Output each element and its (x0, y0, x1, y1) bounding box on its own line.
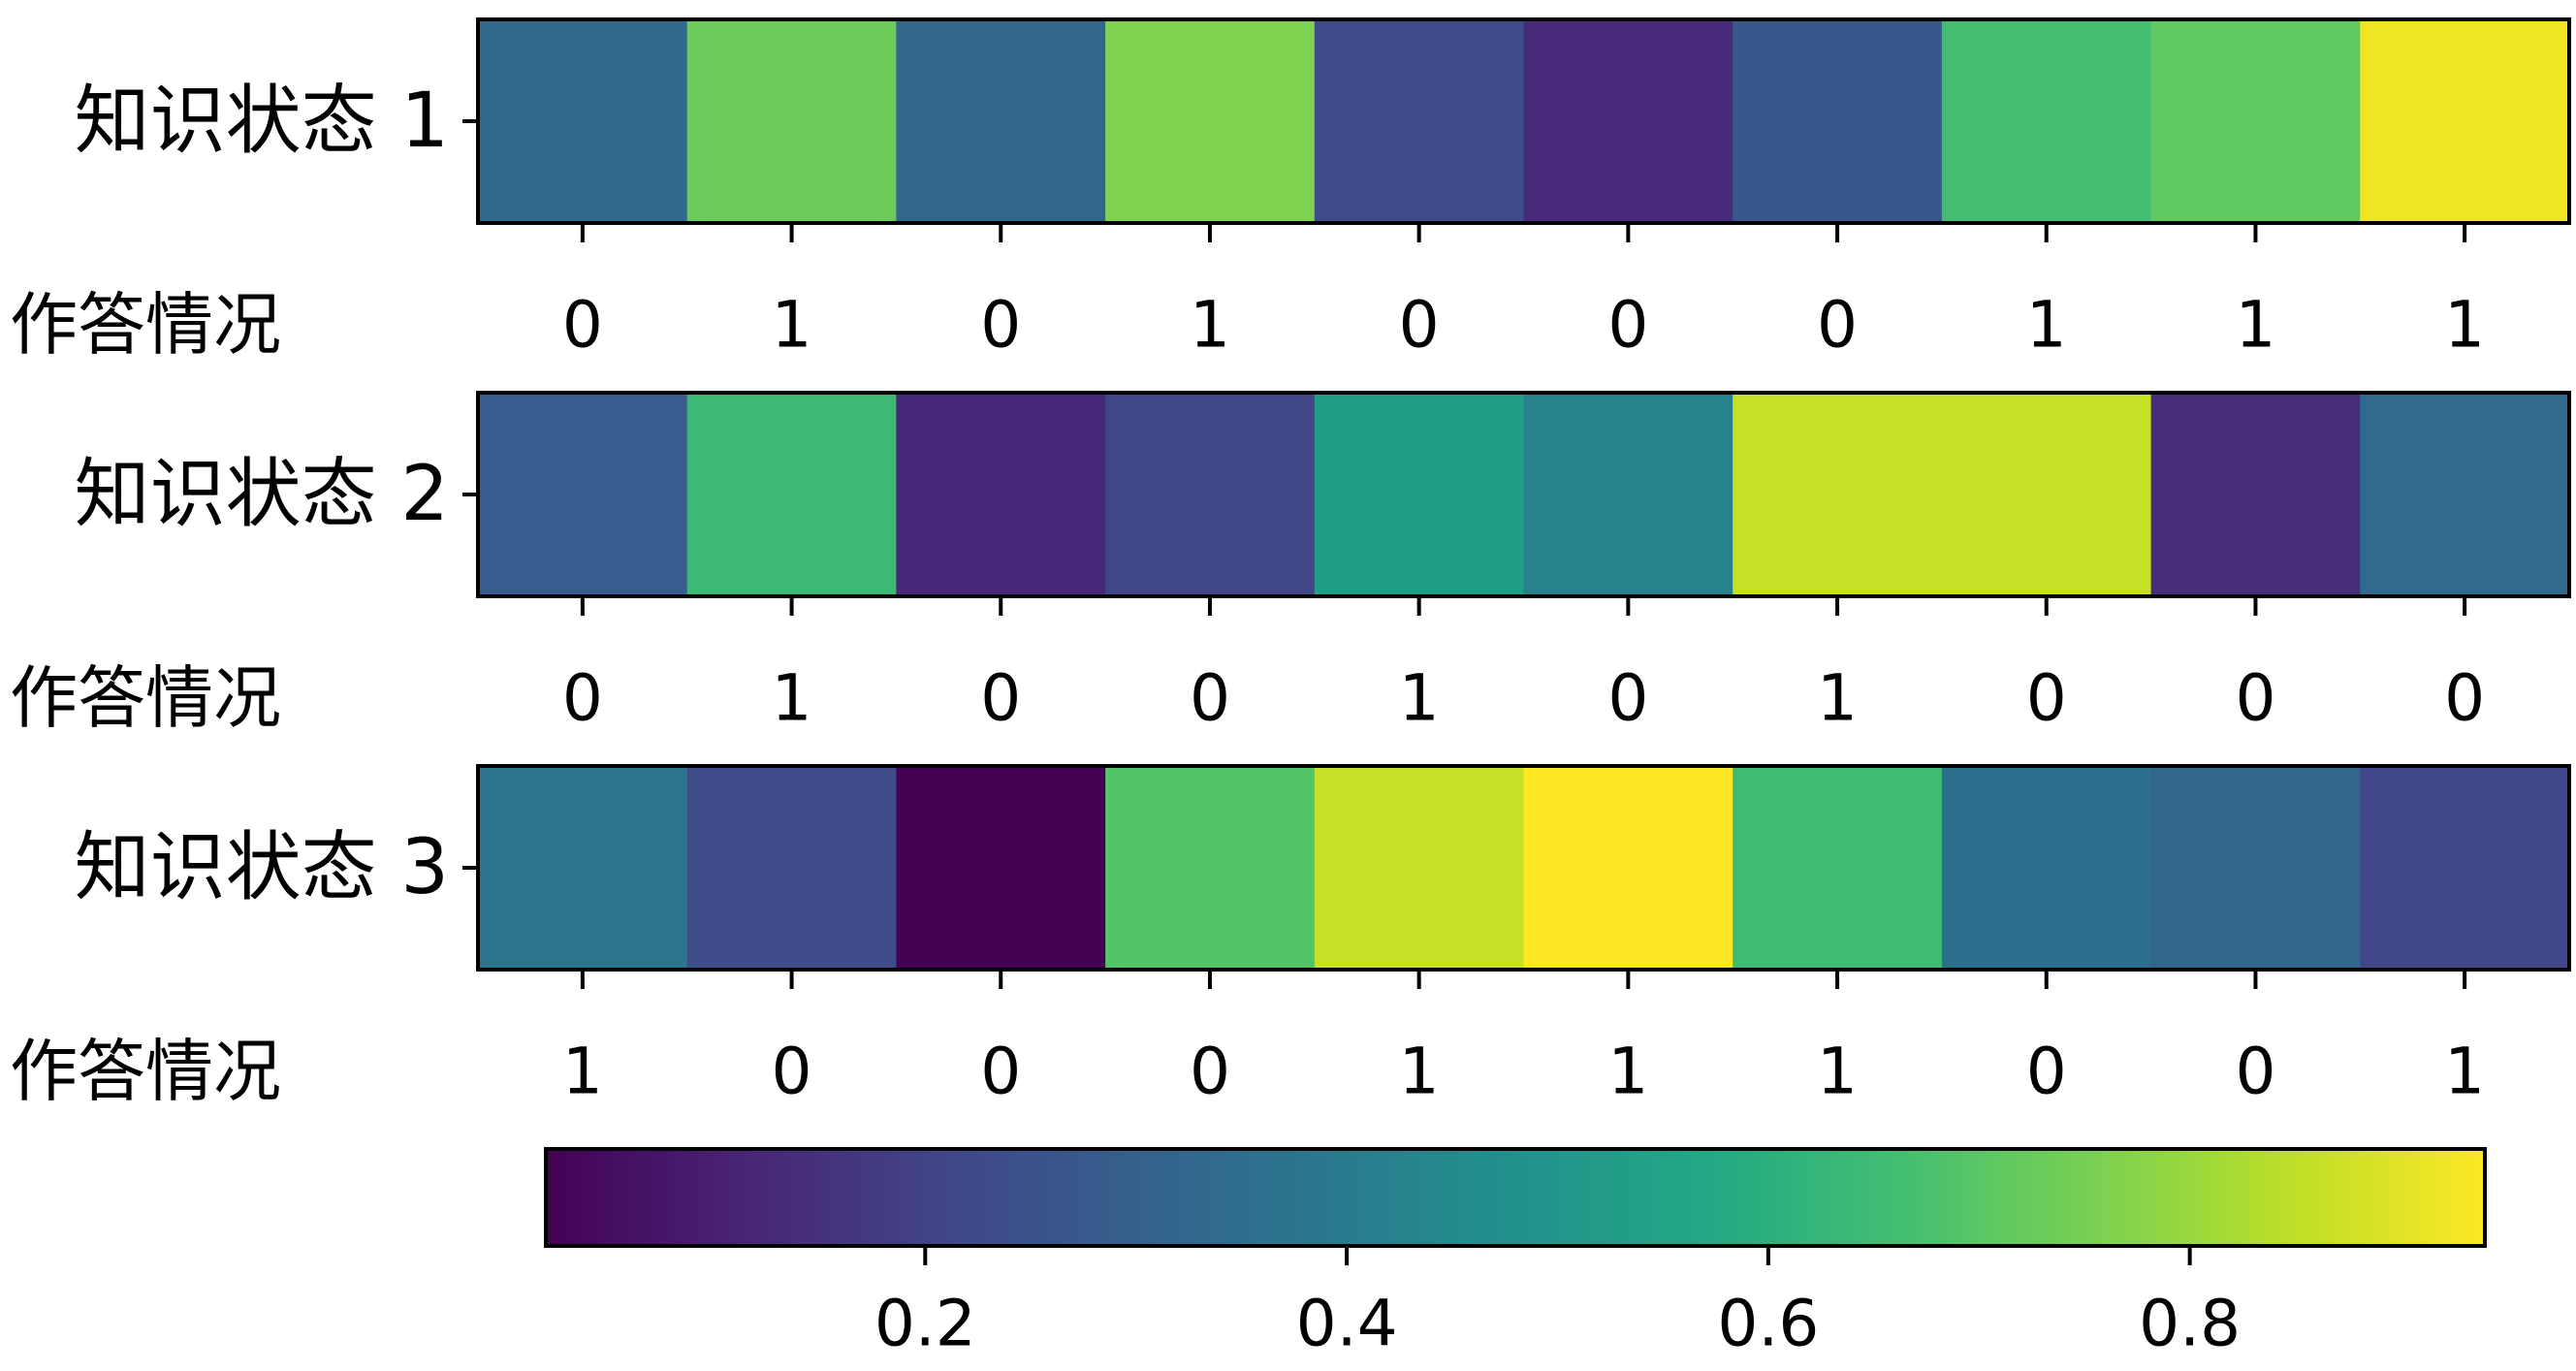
answer-value: 0 (2235, 661, 2275, 736)
heatmap-row-3: 知识状态 3 1 0 0 0 1 1 1 0 0 1 作答情况 (10, 764, 2571, 1111)
heatmap-cell (478, 393, 688, 596)
answer-value: 0 (980, 1035, 1021, 1109)
heatmap-cell (2150, 766, 2361, 970)
answer-value: 1 (1607, 1035, 1648, 1109)
heatmap-cell (896, 393, 1106, 596)
heatmap-cell (686, 393, 897, 596)
heatmap-cell (896, 766, 1106, 970)
heatmap-cell (2360, 766, 2570, 970)
heatmap-cell (1314, 393, 1525, 596)
heatmap-cell (1733, 393, 1943, 596)
answer-value: 0 (562, 661, 603, 736)
answer-value: 0 (2444, 661, 2485, 736)
heatmap-cell (1941, 766, 2152, 970)
heatmap-cell (2360, 393, 2570, 596)
heatmap-cell (1523, 393, 1733, 596)
heatmap-cell (478, 19, 688, 223)
colorbar-tick-label: 0.8 (2139, 1287, 2241, 1361)
heatmap-row-1: 知识状态 1 0 1 0 1 0 0 0 1 1 1 作答情况 (10, 17, 2571, 365)
answer-value: 0 (1607, 288, 1648, 363)
answer-value: 0 (1607, 661, 1648, 736)
row-label: 知识状态 3 (75, 824, 449, 911)
colorbar-gradient (544, 1147, 2487, 1248)
heatmap-cell (1733, 766, 1943, 970)
row-label: 知识状态 2 (75, 451, 449, 538)
heatmap-cell (1105, 19, 1316, 223)
heatmap-cell (1941, 19, 2152, 223)
answer-value: 0 (1190, 661, 1230, 736)
answer-value: 1 (1399, 1035, 1440, 1109)
answer-value: 1 (2026, 288, 2067, 363)
answer-value: 1 (772, 661, 812, 736)
heatmap-cell (686, 766, 897, 970)
answer-value: 0 (980, 288, 1021, 363)
heatmap-cell (1105, 766, 1316, 970)
heatmap-cell (1941, 393, 2152, 596)
answer-value: 1 (1399, 661, 1440, 736)
answer-value: 1 (1817, 1035, 1858, 1109)
heatmap-cell (2360, 19, 2570, 223)
answer-value: 0 (1399, 288, 1440, 363)
heatmap-cell (478, 766, 688, 970)
answer-value: 0 (980, 661, 1021, 736)
answer-value: 0 (1817, 288, 1858, 363)
heatmap-cell (2150, 393, 2361, 596)
heatmap-cell (1314, 19, 1525, 223)
heatmap-cell (1523, 766, 1733, 970)
answer-value: 1 (1190, 288, 1230, 363)
heatmap-cell (896, 19, 1106, 223)
answer-value: 1 (2235, 288, 2275, 363)
answer-value: 1 (562, 1035, 603, 1109)
answer-row-label: 作答情况 (10, 1032, 281, 1111)
answer-value: 0 (2235, 1035, 2275, 1109)
colorbar: 0.2 0.4 0.6 0.8 (544, 1147, 2487, 1361)
answer-value: 0 (2026, 661, 2067, 736)
answer-value: 1 (1817, 661, 1858, 736)
colorbar-tick-label: 0.4 (1296, 1287, 1398, 1361)
heatmap-cell (686, 19, 897, 223)
answer-value: 1 (772, 288, 812, 363)
answer-row-label: 作答情况 (10, 285, 281, 365)
answer-row-label: 作答情况 (10, 658, 281, 738)
answer-value: 0 (1190, 1035, 1230, 1109)
colorbar-tick-label: 0.2 (875, 1287, 976, 1361)
answer-value: 1 (2444, 288, 2485, 363)
colorbar-tick-label: 0.6 (1717, 1287, 1819, 1361)
heatmap-cell (2150, 19, 2361, 223)
row-label: 知识状态 1 (75, 78, 449, 165)
heatmap-cell (1523, 19, 1733, 223)
answer-value: 0 (772, 1035, 812, 1109)
heatmap-cell (1314, 766, 1525, 970)
heatmap-row-2: 知识状态 2 0 1 0 0 1 0 1 0 0 0 作答情况 (10, 391, 2571, 738)
answer-value: 0 (562, 288, 603, 363)
heatmap-cell (1733, 19, 1943, 223)
answer-value: 0 (2026, 1035, 2067, 1109)
answer-value: 1 (2444, 1035, 2485, 1109)
heatmap-cell (1105, 393, 1316, 596)
